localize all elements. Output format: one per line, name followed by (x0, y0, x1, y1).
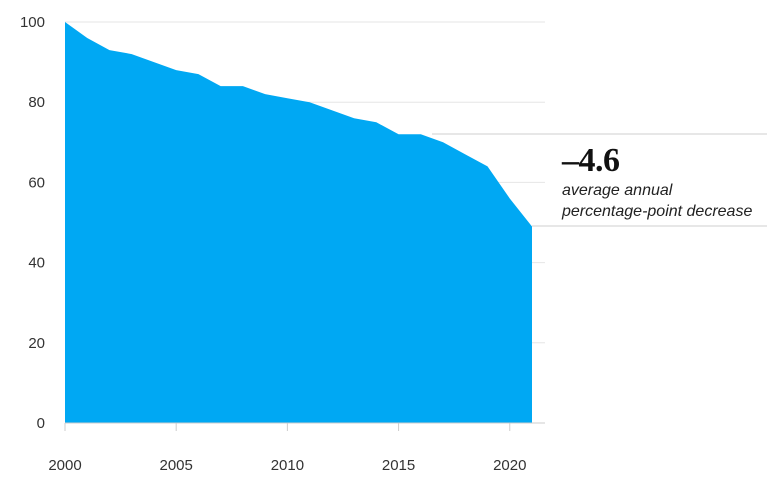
y-tick-label: 80 (28, 94, 45, 111)
annotation-callout: –4.6 average annual percentage-point dec… (562, 142, 752, 222)
x-tick-label: 2015 (382, 457, 415, 474)
y-tick-label: 0 (37, 415, 45, 432)
x-axis: 2000 2005 2010 2015 2020 (48, 422, 545, 474)
annotation-line-2: percentage-point decrease (562, 203, 753, 220)
y-tick-label: 20 (28, 335, 45, 352)
y-axis: 0 20 40 60 80 100 (20, 14, 45, 432)
y-tick-label: 100 (20, 14, 45, 31)
area-layer (65, 22, 532, 423)
x-tick-label: 2020 (493, 457, 526, 474)
area-series (65, 22, 532, 423)
annotation-value: –4.6 (562, 142, 620, 179)
annotation-line-1: average annual (562, 182, 673, 199)
x-tick-label: 2010 (271, 457, 304, 474)
y-tick-label: 60 (28, 174, 45, 191)
x-tick-label: 2000 (48, 457, 81, 474)
callout-lines (432, 133, 767, 227)
x-tick-label: 2005 (160, 457, 193, 474)
y-tick-label: 40 (28, 255, 45, 272)
